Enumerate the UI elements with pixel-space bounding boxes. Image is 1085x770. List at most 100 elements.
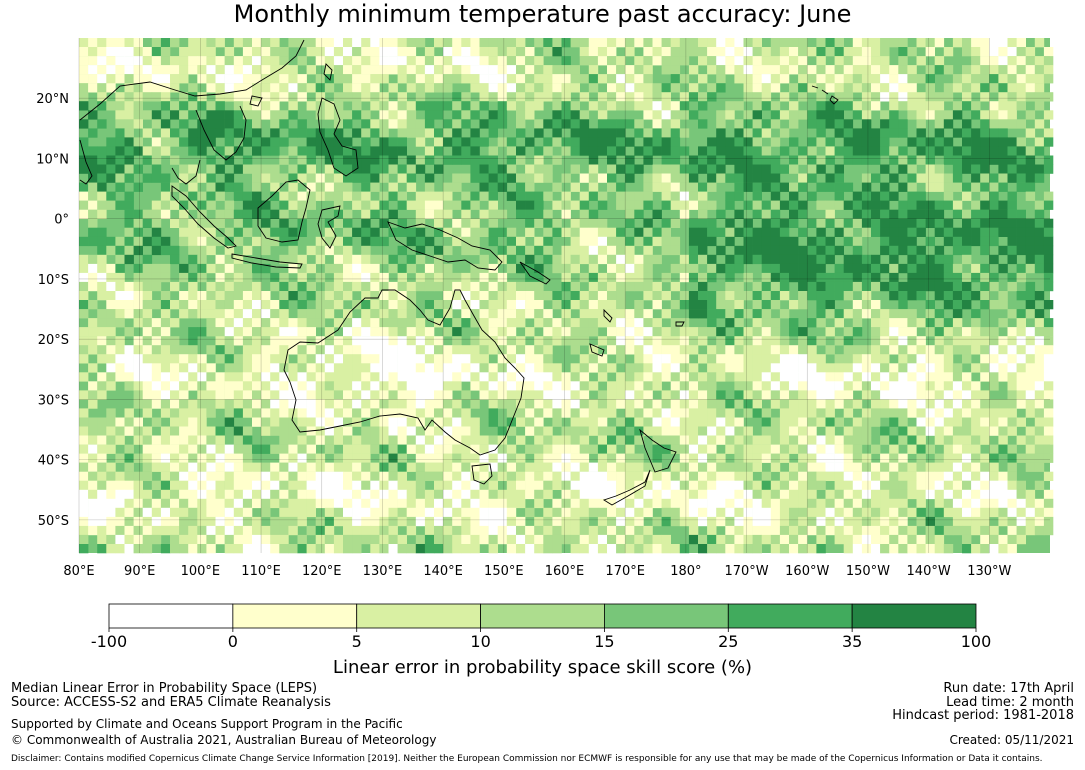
skill-cell xyxy=(279,534,289,545)
skill-cell xyxy=(306,417,316,427)
skill-cell xyxy=(871,498,881,509)
skill-cell xyxy=(643,191,653,201)
skill-cell xyxy=(734,435,744,445)
skill-cell xyxy=(843,426,854,436)
skill-cell xyxy=(270,309,280,319)
skill-cell xyxy=(434,444,444,454)
skill-cell xyxy=(770,498,781,509)
skill-cell xyxy=(1025,155,1036,165)
skill-cell xyxy=(333,200,344,210)
skill-cell xyxy=(989,173,999,183)
skill-cell xyxy=(370,209,380,219)
skill-cell xyxy=(443,209,453,219)
skill-cell xyxy=(779,471,790,481)
skill-cell xyxy=(688,110,699,120)
skill-cell xyxy=(798,489,808,500)
skill-cell xyxy=(779,444,790,454)
skill-cell xyxy=(579,408,590,418)
skill-cell xyxy=(570,65,580,75)
skill-cell xyxy=(752,146,762,156)
skill-cell xyxy=(343,390,353,400)
skill-cell xyxy=(242,516,253,527)
skill-cell xyxy=(397,128,407,138)
skill-cell xyxy=(625,119,635,129)
skill-cell xyxy=(206,47,216,57)
skill-cell xyxy=(452,435,462,445)
skill-cell xyxy=(115,74,125,84)
skill-cell xyxy=(224,408,235,418)
skill-cell xyxy=(488,399,498,409)
skill-cell xyxy=(880,236,890,247)
skill-cell xyxy=(361,372,371,382)
skill-cell xyxy=(179,218,189,228)
skill-cell xyxy=(133,435,143,445)
skill-cell xyxy=(889,272,899,283)
skill-cell xyxy=(761,83,772,93)
skill-cell xyxy=(898,92,908,102)
skill-cell xyxy=(734,56,744,66)
skill-cell xyxy=(215,453,225,463)
skill-cell xyxy=(315,390,326,400)
skill-cell xyxy=(525,544,535,554)
skill-cell xyxy=(406,417,417,427)
skill-cell xyxy=(224,92,235,102)
skill-cell xyxy=(889,327,899,337)
skill-cell xyxy=(934,336,945,346)
skill-cell xyxy=(688,218,699,228)
skill-cell xyxy=(871,74,881,84)
skill-cell xyxy=(151,354,162,364)
skill-cell xyxy=(688,345,699,355)
skill-cell xyxy=(1034,318,1045,328)
skill-cell xyxy=(397,281,407,292)
skill-cell xyxy=(661,137,671,147)
skill-cell xyxy=(798,263,808,274)
skill-cell xyxy=(133,525,143,536)
skill-cell xyxy=(488,309,498,319)
skill-cell xyxy=(579,498,590,509)
skill-cell xyxy=(133,489,143,500)
skill-cell xyxy=(652,417,662,427)
skill-cell xyxy=(652,372,662,382)
skill-cell xyxy=(242,534,253,545)
skill-cell xyxy=(952,245,963,256)
skill-cell xyxy=(79,263,89,274)
skill-cell xyxy=(324,363,335,373)
skill-cell xyxy=(807,390,817,400)
skill-cell xyxy=(133,309,143,319)
skill-cell xyxy=(789,119,799,129)
skill-cell xyxy=(497,209,508,219)
skill-cell xyxy=(861,182,872,192)
skill-cell xyxy=(252,291,262,301)
skill-cell xyxy=(1016,272,1026,283)
skill-cell xyxy=(734,47,744,57)
skill-cell xyxy=(688,236,699,247)
skill-cell xyxy=(497,399,508,409)
skill-cell xyxy=(907,92,917,102)
skill-cell xyxy=(233,119,244,129)
skill-cell xyxy=(506,56,517,66)
skill-cell xyxy=(397,300,407,310)
skill-cell xyxy=(179,408,189,418)
skill-cell xyxy=(616,309,626,319)
skill-cell xyxy=(779,426,790,436)
skill-cell xyxy=(871,534,881,545)
skill-cell xyxy=(588,74,599,84)
skill-cell xyxy=(925,47,935,57)
skill-cell xyxy=(361,525,371,536)
skill-cell xyxy=(288,173,298,183)
skill-cell xyxy=(297,146,307,156)
skill-cell xyxy=(233,281,244,292)
skill-cell xyxy=(980,507,990,518)
skill-cell xyxy=(952,318,963,328)
skill-cell xyxy=(761,218,772,228)
skill-cell xyxy=(343,119,353,129)
skill-cell xyxy=(534,345,544,355)
skill-cell xyxy=(898,164,908,174)
skill-cell xyxy=(1016,245,1026,256)
skill-cell xyxy=(962,92,972,102)
skill-cell xyxy=(652,137,662,147)
skill-cell xyxy=(597,291,608,301)
skill-cell xyxy=(798,110,808,120)
skill-cell xyxy=(88,426,98,436)
skill-cell xyxy=(452,173,462,183)
